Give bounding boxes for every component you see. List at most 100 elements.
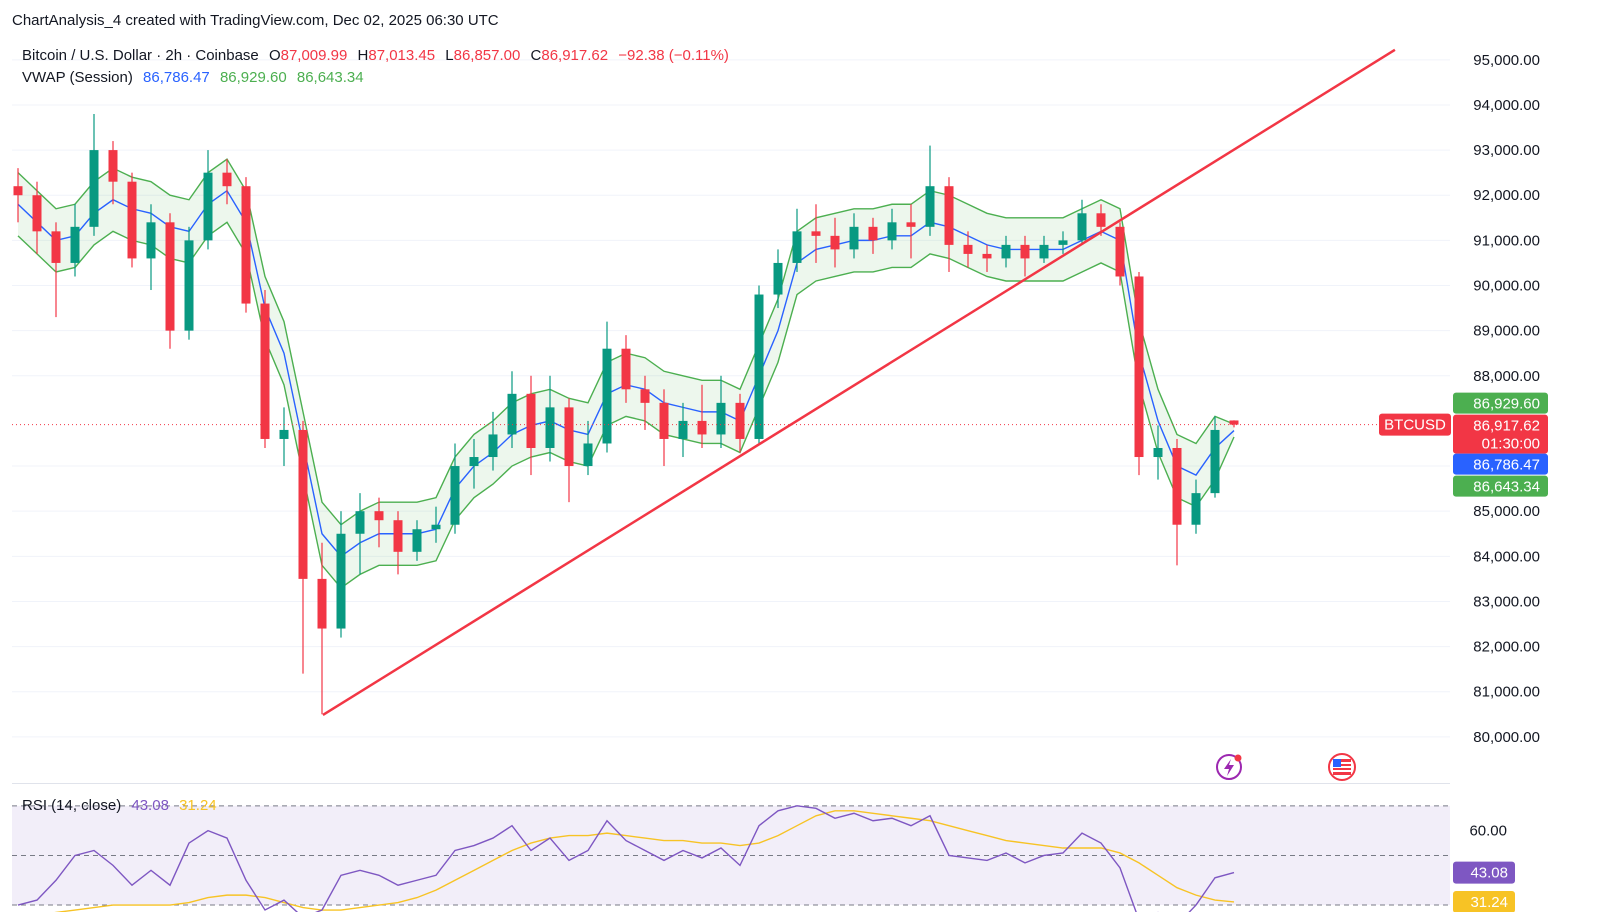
candle-body	[298, 429, 308, 579]
candle-body	[868, 226, 878, 241]
ohlc-value: 86,917.62	[541, 47, 608, 64]
candle-body	[735, 402, 745, 439]
candle-body	[1172, 447, 1182, 525]
y-tick-label: 92,000.00	[1473, 187, 1540, 204]
y-tick-label: 84,000.00	[1473, 548, 1540, 565]
vwap-upper-label-bg	[1453, 392, 1548, 414]
candle-body	[51, 231, 61, 263]
symbol-title: Bitcoin / U.S. Dollar · 2h · Coinbase	[22, 47, 259, 64]
candle-body	[944, 186, 954, 245]
candle-body	[621, 348, 631, 390]
last-price-label: 86,917.62	[1473, 418, 1540, 435]
candle-body	[659, 402, 669, 439]
candle-body	[450, 466, 460, 525]
rsi-value-label: 43.08	[1470, 865, 1508, 882]
candle-body	[488, 434, 498, 458]
candle-body	[393, 520, 403, 552]
y-tick-label: 93,000.00	[1473, 142, 1540, 159]
candle-body	[336, 533, 346, 629]
y-tick-label: 82,000.00	[1473, 639, 1540, 656]
rsi-legend: RSI (14, close) 43.08 31.24	[22, 797, 217, 814]
rsi-value-label-bg	[1453, 890, 1515, 912]
indicator-value: 31.24	[179, 797, 217, 814]
plot	[12, 48, 1450, 716]
candle-body	[146, 222, 156, 259]
change: −92.38 (−0.11%)	[618, 47, 729, 64]
vwap-legend: VWAP (Session) 86,786.47 86,929.60 86,64…	[22, 69, 364, 86]
candle-body	[1001, 244, 1011, 259]
candle-body	[697, 420, 707, 435]
candle-body	[70, 226, 80, 263]
candle-body	[830, 235, 840, 250]
candle-body	[165, 222, 175, 331]
y-tick-label: 85,000.00	[1473, 503, 1540, 520]
candle-body	[792, 231, 802, 263]
grid	[12, 59, 1450, 738]
y-tick-label: 88,000.00	[1473, 368, 1540, 385]
candle-body	[640, 389, 650, 403]
indicator-value: 86,643.34	[297, 69, 364, 86]
candle-body	[602, 348, 612, 444]
candle-body	[849, 226, 859, 250]
indicator-value: 86,929.60	[220, 69, 287, 86]
symbol-tag: BTCUSD	[1384, 417, 1446, 434]
candle-body	[583, 443, 593, 467]
trendline	[322, 48, 1396, 716]
candle-body	[545, 407, 555, 448]
rsi-line	[54, 810, 1235, 912]
rsi-plot	[12, 805, 1450, 912]
last-price-label-countdown: 01:30:00	[1482, 436, 1540, 453]
candle-body	[431, 524, 441, 530]
candle-body	[678, 420, 688, 439]
symbol-tag-bg	[1379, 413, 1451, 436]
candle-body	[355, 511, 365, 534]
candle-body	[887, 222, 897, 241]
candle-body	[982, 253, 992, 259]
y-tick-label: 81,000.00	[1473, 684, 1540, 701]
vwap-lower-label: 86,643.34	[1473, 479, 1540, 496]
events-icon[interactable]	[1216, 754, 1242, 780]
candle-body	[317, 578, 327, 629]
candle-body	[1096, 213, 1106, 227]
y-tick-label: 91,000.00	[1473, 232, 1540, 249]
candle-body	[241, 186, 251, 304]
rsi-value-label: 31.24	[1470, 894, 1508, 911]
candle-body	[773, 262, 783, 295]
candle-body	[184, 240, 194, 331]
candle-body	[1191, 493, 1201, 525]
rsi-band	[12, 805, 1450, 906]
ohlc-value: 86,857.00	[454, 47, 521, 64]
candle-body	[811, 231, 821, 236]
vwap-line	[17, 221, 1235, 589]
y-tick-label: 94,000.00	[1473, 97, 1540, 114]
candle-body	[1077, 213, 1087, 241]
indicator-value: 86,786.47	[143, 69, 210, 86]
candle-body	[203, 172, 213, 241]
header: ChartAnalysis_4 created with TradingView…	[12, 12, 499, 29]
rsi-line	[17, 805, 1235, 912]
candle-body	[222, 172, 232, 187]
candle-body	[1058, 240, 1068, 245]
candle-body	[1020, 244, 1030, 259]
candle-body	[108, 150, 118, 182]
rsi-tick-label: 60.00	[1469, 823, 1507, 840]
indicator-value: 43.08	[131, 797, 169, 814]
last-price-label-bg	[1453, 414, 1548, 454]
candle-body	[1229, 420, 1239, 425]
candle-body	[279, 429, 289, 439]
economic-event-icon[interactable]	[1328, 753, 1356, 781]
y-tick-label: 89,000.00	[1473, 323, 1540, 340]
candle-body	[89, 150, 99, 227]
candle-body	[1210, 429, 1220, 494]
y-tick-label: 95,000.00	[1473, 52, 1540, 69]
candle-body	[507, 393, 517, 435]
ohlc-key: H	[358, 47, 369, 64]
candle-body	[260, 303, 270, 439]
rsi-value-label-bg	[1453, 861, 1515, 884]
ohlc-key: O	[269, 47, 281, 64]
ohlc-value: 87,013.45	[368, 47, 435, 64]
candle-body	[127, 181, 137, 259]
